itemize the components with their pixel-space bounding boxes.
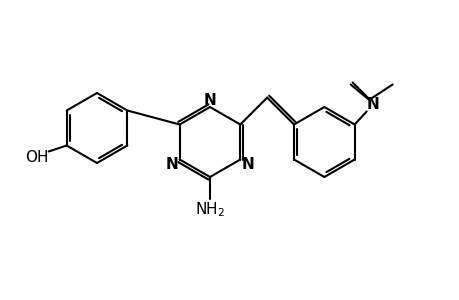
Text: OH: OH — [25, 150, 48, 165]
Text: NH$_2$: NH$_2$ — [195, 201, 224, 219]
Text: N: N — [365, 97, 378, 112]
Text: N: N — [165, 157, 178, 172]
Text: N: N — [241, 157, 254, 172]
Text: N: N — [203, 92, 216, 107]
